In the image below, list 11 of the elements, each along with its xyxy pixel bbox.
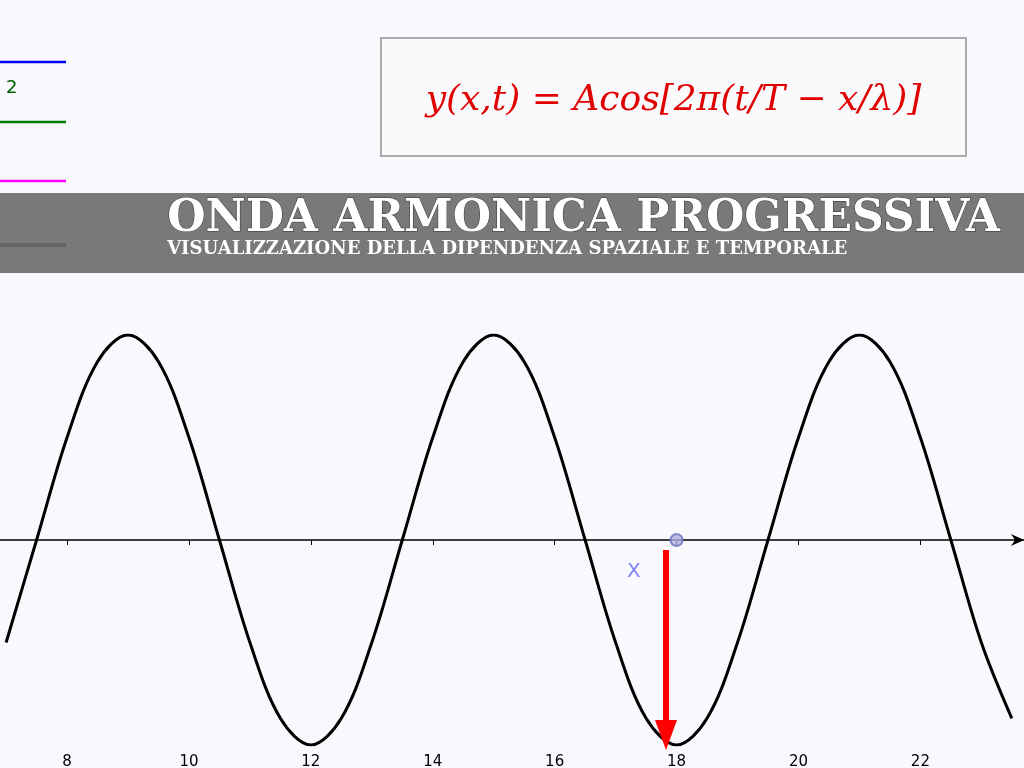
text: 2 [6,76,18,97]
x-tick-label: 20 [788,751,809,768]
text: y(x,t) = Acos[2π(t/T − x/λ)] [380,37,967,157]
annotation: X [627,558,641,582]
x-tick-label: 12 [301,751,321,768]
x-tick-label: 10 [179,751,199,768]
x-tick-label: 16 [545,751,565,768]
x-tick-label: 14 [423,751,443,768]
x-tick-label: 22 [910,751,930,768]
x-tick-label: 18 [667,751,687,768]
x-tick-label: 8 [62,751,72,768]
